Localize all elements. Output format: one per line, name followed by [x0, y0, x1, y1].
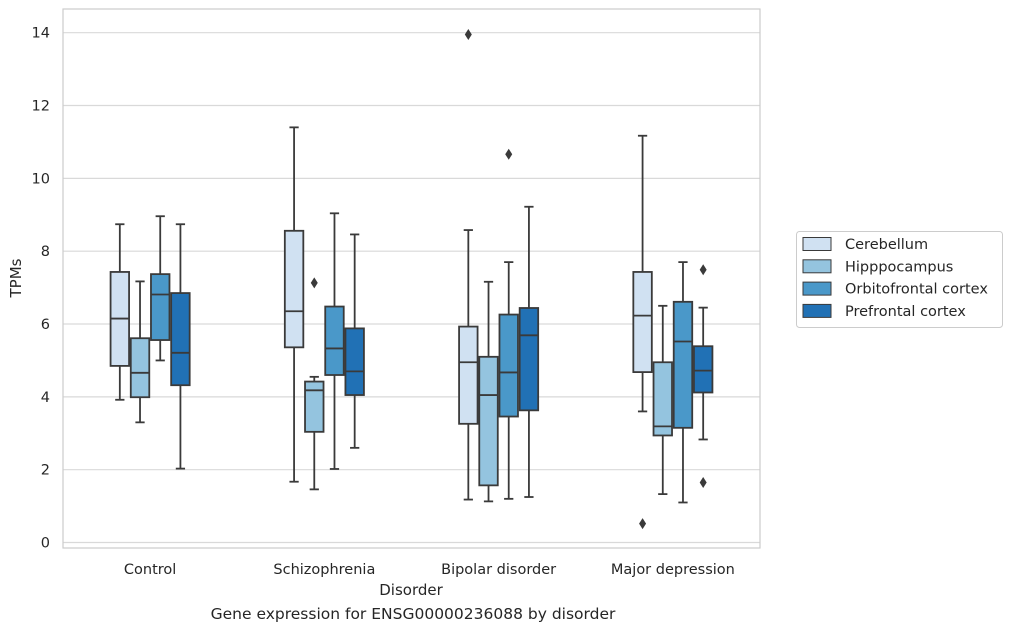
- box-2-1: [324, 212, 345, 470]
- x-tick-1: Schizophrenia: [273, 562, 375, 578]
- box-0-0: [109, 223, 130, 401]
- box-0-1: [283, 126, 305, 483]
- y-tick-2: 2: [41, 463, 50, 479]
- box-1-3: [652, 304, 673, 496]
- outlier-0: [464, 28, 472, 40]
- y-tick-12: 12: [32, 99, 50, 115]
- legend: Cerebellum Hipppocampus Orbitofrontal cort…: [796, 231, 1003, 328]
- legend-swatch-2: [802, 281, 832, 296]
- box-3-1: [344, 233, 365, 449]
- legend-frame: [796, 231, 1003, 328]
- y-tick-10: 10: [32, 171, 50, 187]
- outlier-1: [699, 476, 707, 488]
- outlier-0: [639, 518, 647, 530]
- x-tick-0: Control: [124, 562, 176, 578]
- box-1-1: [304, 277, 325, 491]
- y-tick-8: 8: [41, 244, 50, 260]
- legend-label-0: Cerebellum: [845, 237, 928, 253]
- iqr-box: [344, 327, 365, 396]
- x-tick-2: Bipolar disorder: [441, 562, 556, 578]
- box-plots: [109, 28, 714, 530]
- iqr-box: [304, 380, 325, 433]
- outlier-0: [505, 148, 513, 160]
- y-axis-label: TPMs: [7, 258, 25, 298]
- box-3-0: [170, 223, 191, 470]
- iqr-box: [652, 361, 673, 437]
- legend-swatch-3: [802, 303, 832, 318]
- x-axis-label: Disorder: [379, 581, 443, 599]
- y-tick-14: 14: [32, 26, 50, 42]
- y-tick-labels: 0 2 4 6 8 10 12 14: [32, 26, 50, 552]
- box-2-2: [498, 148, 519, 500]
- iqr-box: [518, 307, 540, 412]
- box-0-2: [458, 28, 479, 501]
- iqr-box: [498, 313, 519, 418]
- legend-swatch-0: [802, 237, 832, 251]
- iqr-box: [478, 355, 499, 487]
- iqr-box: [632, 271, 653, 373]
- box-1-0: [129, 280, 151, 424]
- legend-label-3: Prefrontal cortex: [845, 304, 966, 320]
- y-tick-0: 0: [41, 536, 50, 552]
- iqr-box: [150, 273, 171, 341]
- x-tick-labels: Control Schizophrenia Bipolar disorder Majo…: [124, 562, 735, 578]
- iqr-box: [693, 345, 714, 394]
- y-tick-4: 4: [41, 390, 50, 406]
- iqr-box: [324, 305, 345, 376]
- box-3-2: [518, 205, 540, 498]
- box-0-3: [632, 134, 653, 530]
- box-1-2: [478, 280, 499, 503]
- iqr-box: [129, 337, 151, 399]
- box-2-3: [672, 261, 694, 504]
- figure-caption: Gene expression for ENSG00000236088 by d…: [210, 605, 616, 623]
- legend-label-2: Orbitofrontal cortex: [845, 282, 988, 298]
- plot-frame: [62, 8, 761, 549]
- legend-swatch-1: [802, 259, 832, 274]
- iqr-box: [672, 300, 694, 429]
- box-3-3: [693, 264, 714, 488]
- x-tick-3: Major depression: [611, 562, 735, 578]
- outlier-0: [699, 264, 707, 276]
- outlier-0: [310, 277, 318, 289]
- y-tick-6: 6: [41, 317, 50, 333]
- iqr-box: [283, 229, 305, 349]
- legend-label-1: Hipppocampus: [845, 259, 953, 275]
- iqr-box: [170, 292, 191, 387]
- box-2-0: [150, 215, 171, 362]
- iqr-box: [458, 325, 479, 425]
